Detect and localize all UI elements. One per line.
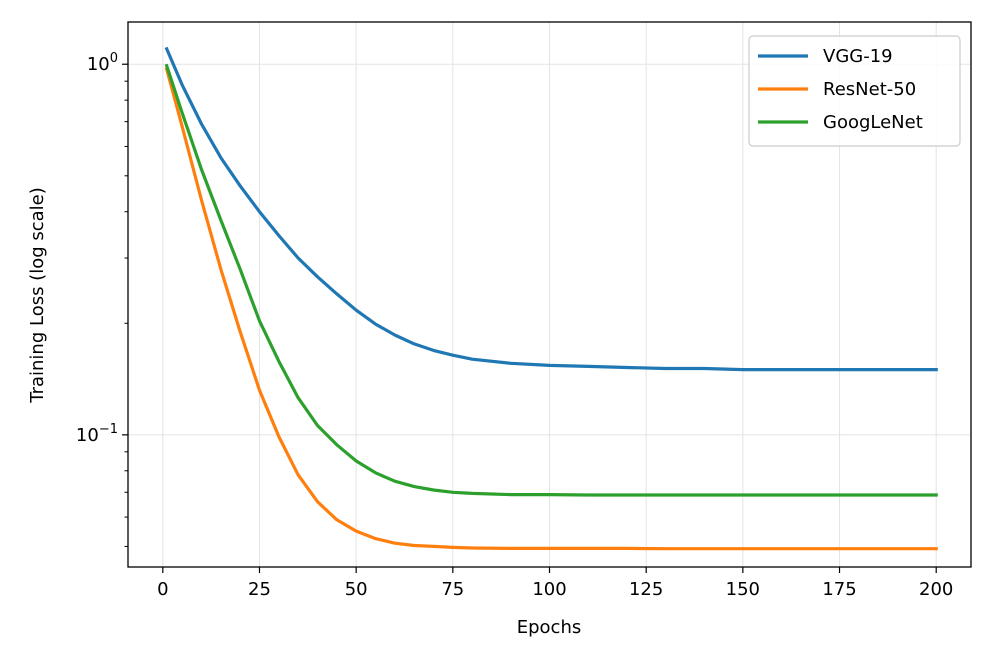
legend-label: VGG-19 bbox=[823, 46, 893, 67]
y-tick-label: 100 bbox=[87, 51, 118, 75]
x-tick-label: 150 bbox=[726, 579, 760, 600]
x-tick-label: 75 bbox=[441, 579, 464, 600]
y-tick-exponent: 0 bbox=[110, 51, 118, 66]
y-tick-label: 10−1 bbox=[76, 422, 118, 446]
x-tick-label: 100 bbox=[532, 579, 566, 600]
y-tick-base: 10 bbox=[87, 54, 110, 75]
x-axis-label: Epochs bbox=[517, 617, 582, 638]
y-tick-exponent: −1 bbox=[99, 422, 118, 437]
legend-label: GoogLeNet bbox=[823, 112, 923, 133]
y-axis-label: Training Loss (log scale) bbox=[27, 187, 48, 404]
legend: VGG-19 ResNet-50 GoogLeNet bbox=[748, 35, 961, 147]
legend-label: ResNet-50 bbox=[823, 79, 916, 100]
series-line-vgg-19 bbox=[164, 46, 938, 372]
legend-box bbox=[748, 35, 961, 147]
x-tick-label: 0 bbox=[157, 579, 168, 600]
series-line-googlenet bbox=[164, 63, 938, 497]
y-tick-base: 10 bbox=[76, 425, 99, 446]
x-tick-label: 200 bbox=[919, 579, 953, 600]
x-tick-label: 50 bbox=[345, 579, 368, 600]
plot-series bbox=[164, 46, 938, 551]
x-tick-label: 125 bbox=[629, 579, 663, 600]
x-tick-label: 175 bbox=[822, 579, 856, 600]
x-tick-label: 25 bbox=[248, 579, 271, 600]
series-line-resnet-50 bbox=[164, 67, 938, 551]
